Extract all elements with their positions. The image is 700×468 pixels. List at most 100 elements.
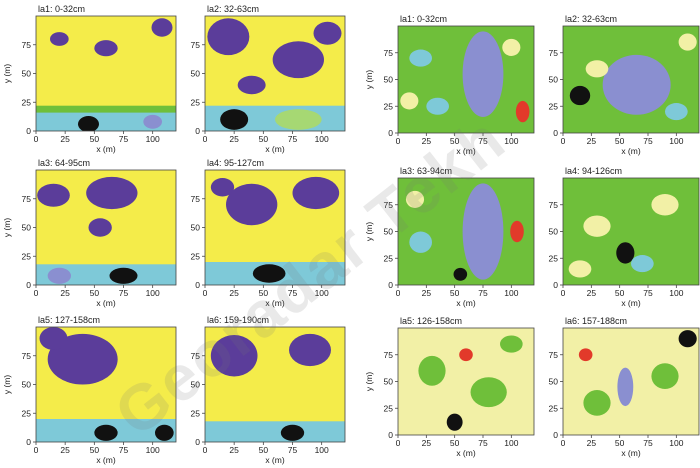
y-tick-label: 0 [195, 280, 200, 290]
y-tick-label: 25 [22, 251, 32, 261]
x-axis-label: x (m) [621, 146, 641, 156]
heatmap-region-blue_grey [462, 183, 504, 280]
y-tick-label: 25 [22, 408, 32, 418]
y-tick-label: 50 [191, 380, 201, 390]
heatmap-region-purple [272, 41, 324, 79]
heatmap-region-purple [289, 333, 331, 367]
heatmap-region-cyan [665, 103, 688, 121]
heatmap-region-black [446, 413, 463, 431]
heatmap-region-black [220, 109, 249, 130]
y-tick-label: 0 [553, 430, 558, 440]
y-tick-label: 50 [549, 227, 559, 237]
y-tick-label: 75 [22, 351, 32, 361]
heatmap-region-green [651, 363, 679, 389]
heatmap-region-cyan [409, 49, 432, 67]
heatmap-region-purple [210, 178, 235, 197]
x-tick-label: 0 [396, 438, 401, 448]
heatmap-region-blue_grey [143, 114, 163, 129]
panel-title: la4: 94-126cm [565, 166, 622, 176]
y-tick-label: 75 [384, 48, 394, 58]
x-tick-label: 100 [315, 134, 329, 144]
heatmap-region-black [569, 85, 591, 106]
heatmap-region-purple [39, 327, 68, 350]
y-tick-label: 50 [549, 377, 559, 387]
heatmap-region-light_yellow [400, 92, 419, 110]
heatmap-region-purple [151, 18, 173, 37]
heatmap-region-black [616, 242, 635, 264]
y-axis-label: y (m) [2, 64, 12, 84]
x-axis-label: x (m) [456, 146, 476, 156]
x-axis-label: x (m) [96, 455, 116, 465]
x-tick-label: 0 [203, 445, 208, 455]
y-tick-label: 75 [549, 350, 559, 360]
x-tick-label: 50 [259, 288, 269, 298]
heatmap-region-light_yellow [583, 215, 611, 237]
panel-title: la5: 126-158cm [400, 316, 462, 326]
x-tick-label: 50 [259, 134, 269, 144]
panel-title: la2: 32-63cm [207, 4, 259, 14]
heatmap-region-purple [47, 333, 118, 385]
y-tick-label: 0 [388, 430, 393, 440]
x-tick-label: 100 [669, 288, 683, 298]
x-tick-label: 50 [615, 288, 625, 298]
y-tick-label: 0 [195, 126, 200, 136]
y-tick-label: 75 [191, 40, 201, 50]
x-tick-label: 50 [450, 288, 460, 298]
heatmap-region-black [252, 264, 286, 283]
x-tick-label: 25 [60, 288, 70, 298]
heatmap-region-cyan [631, 255, 654, 273]
y-tick-label: 25 [22, 97, 32, 107]
heatmap-region-blue_grey [617, 367, 634, 407]
x-axis-label: x (m) [265, 298, 285, 308]
y-tick-label: 75 [549, 200, 559, 210]
x-tick-label: 75 [119, 445, 129, 455]
y-tick-label: 75 [22, 40, 32, 50]
x-tick-label: 25 [229, 445, 239, 455]
x-tick-label: 75 [119, 288, 129, 298]
x-tick-label: 100 [146, 134, 160, 144]
x-tick-label: 50 [259, 445, 269, 455]
y-axis-label: y (m) [2, 375, 12, 395]
heatmap-region-purple [86, 176, 138, 210]
heatmap-region-purple [37, 183, 70, 207]
heatmap-region-purple [50, 32, 69, 46]
heatmap-region-red [515, 100, 530, 123]
x-axis-label: x (m) [265, 144, 285, 154]
x-tick-label: 100 [669, 438, 683, 448]
x-tick-label: 100 [669, 136, 683, 146]
x-tick-label: 0 [561, 438, 566, 448]
heatmap-region-green [470, 377, 507, 408]
y-tick-label: 0 [553, 128, 558, 138]
x-tick-label: 75 [288, 134, 298, 144]
x-tick-label: 75 [643, 288, 653, 298]
y-axis-label: y (m) [364, 222, 374, 242]
x-axis-label: x (m) [456, 448, 476, 458]
heatmap-region-purple [210, 335, 258, 377]
y-tick-label: 50 [384, 377, 394, 387]
x-tick-label: 50 [90, 288, 100, 298]
heatmap-region-light_yellow [585, 60, 609, 78]
y-tick-label: 0 [388, 128, 393, 138]
y-tick-label: 25 [549, 253, 559, 263]
y-tick-label: 25 [549, 403, 559, 413]
panel-title: la6: 157-188cm [565, 316, 627, 326]
heatmap-region-purple [94, 40, 118, 57]
x-tick-label: 50 [450, 438, 460, 448]
heatmap-region-light_green [275, 109, 322, 130]
x-axis-label: x (m) [265, 455, 285, 465]
heatmap-region-green [36, 105, 176, 113]
y-tick-label: 50 [22, 380, 32, 390]
panel-title: la1: 0-32cm [38, 4, 85, 14]
x-tick-label: 50 [450, 136, 460, 146]
x-tick-label: 50 [615, 136, 625, 146]
heatmap-region-light_yellow [502, 38, 521, 56]
heatmap-region-red [459, 348, 473, 362]
y-tick-label: 0 [553, 280, 558, 290]
y-tick-label: 75 [384, 200, 394, 210]
x-tick-label: 75 [119, 134, 129, 144]
heatmap-region-blue_grey [462, 31, 504, 117]
